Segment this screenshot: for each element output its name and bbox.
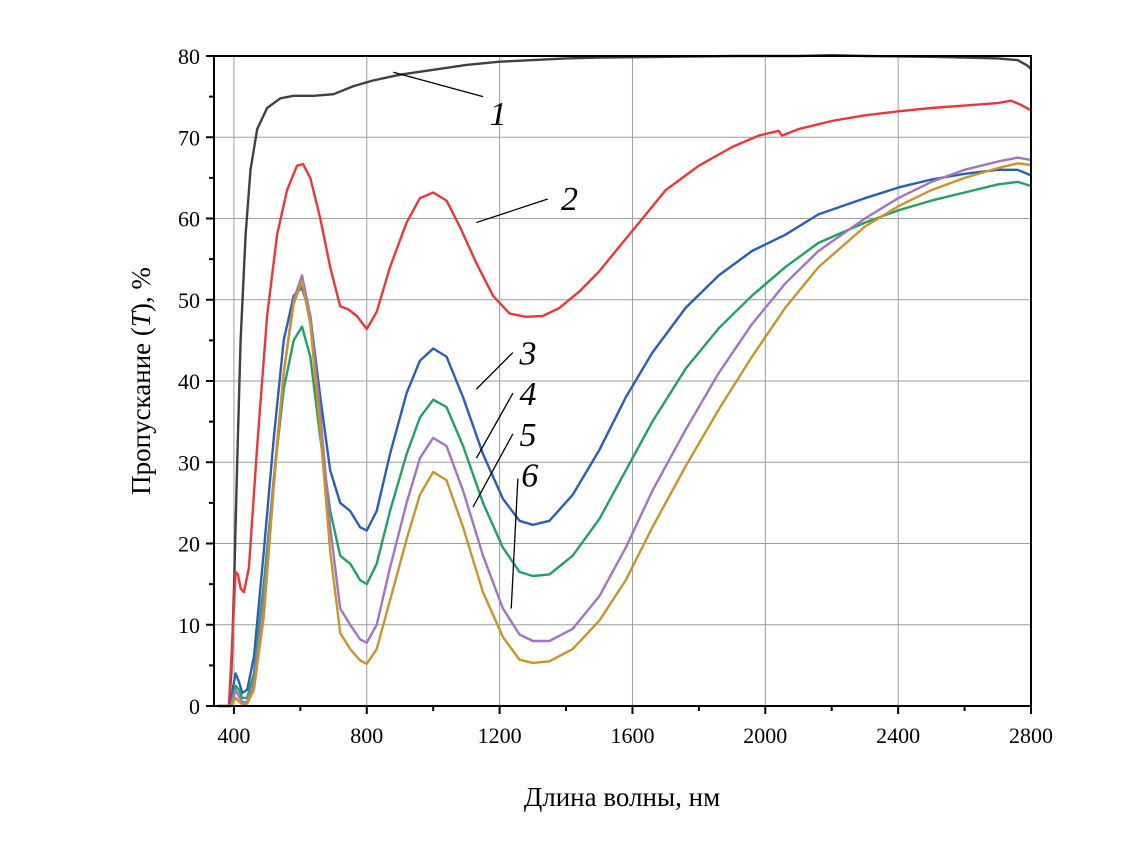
x-tick-label: 2000	[743, 723, 787, 748]
series-line-5	[218, 156, 1032, 708]
series-line-6	[218, 162, 1032, 708]
x-tick-label: 800	[350, 723, 383, 748]
y-tick-label: 10	[178, 613, 200, 638]
x-tick-label: 1600	[610, 723, 654, 748]
y-axis-title-symbol: T	[126, 310, 156, 327]
y-tick-label: 50	[178, 288, 200, 313]
curve-label-2: 2	[561, 181, 578, 218]
y-tick-label: 30	[178, 450, 200, 475]
curve-label-6: 6	[521, 457, 538, 494]
leader-line-6	[510, 478, 519, 609]
y-tick-label: 80	[178, 44, 200, 69]
leader-line-2	[476, 198, 548, 224]
y-axis-title-part-3: ), %	[126, 267, 156, 312]
leader-line-4	[475, 392, 514, 459]
leader-line-5	[472, 433, 514, 508]
y-tick-label: 60	[178, 207, 200, 232]
curve-label-4: 4	[520, 376, 537, 413]
curve-label-1: 1	[490, 96, 507, 133]
series-line-3	[218, 168, 1032, 708]
series-line-4	[218, 180, 1032, 708]
y-tick-label: 0	[189, 694, 200, 719]
grid	[214, 56, 1031, 706]
x-axis-title: Длина волны, нм	[524, 782, 720, 812]
ticks: 400 800 1200 1600 2000 2400 2800 0 10 20 30 40 50 60 7…	[178, 44, 1053, 748]
y-tick-label: 20	[178, 532, 200, 557]
leader-line-3	[475, 352, 514, 390]
x-tick-label: 2800	[1009, 723, 1053, 748]
series-line-2	[218, 99, 1032, 708]
y-axis-title-part-1: Пропускание (	[126, 327, 156, 495]
y-tick-label: 40	[178, 369, 200, 394]
x-tick-label: 2400	[876, 723, 920, 748]
x-tick-label: 1200	[478, 723, 522, 748]
curve-label-5: 5	[520, 417, 537, 454]
y-tick-label: 70	[178, 125, 200, 150]
y-axis-title: Пропускание (T), %	[126, 267, 156, 495]
curve-label-3: 3	[519, 336, 537, 373]
x-tick-label: 400	[217, 723, 250, 748]
leader-line-1	[393, 71, 484, 98]
